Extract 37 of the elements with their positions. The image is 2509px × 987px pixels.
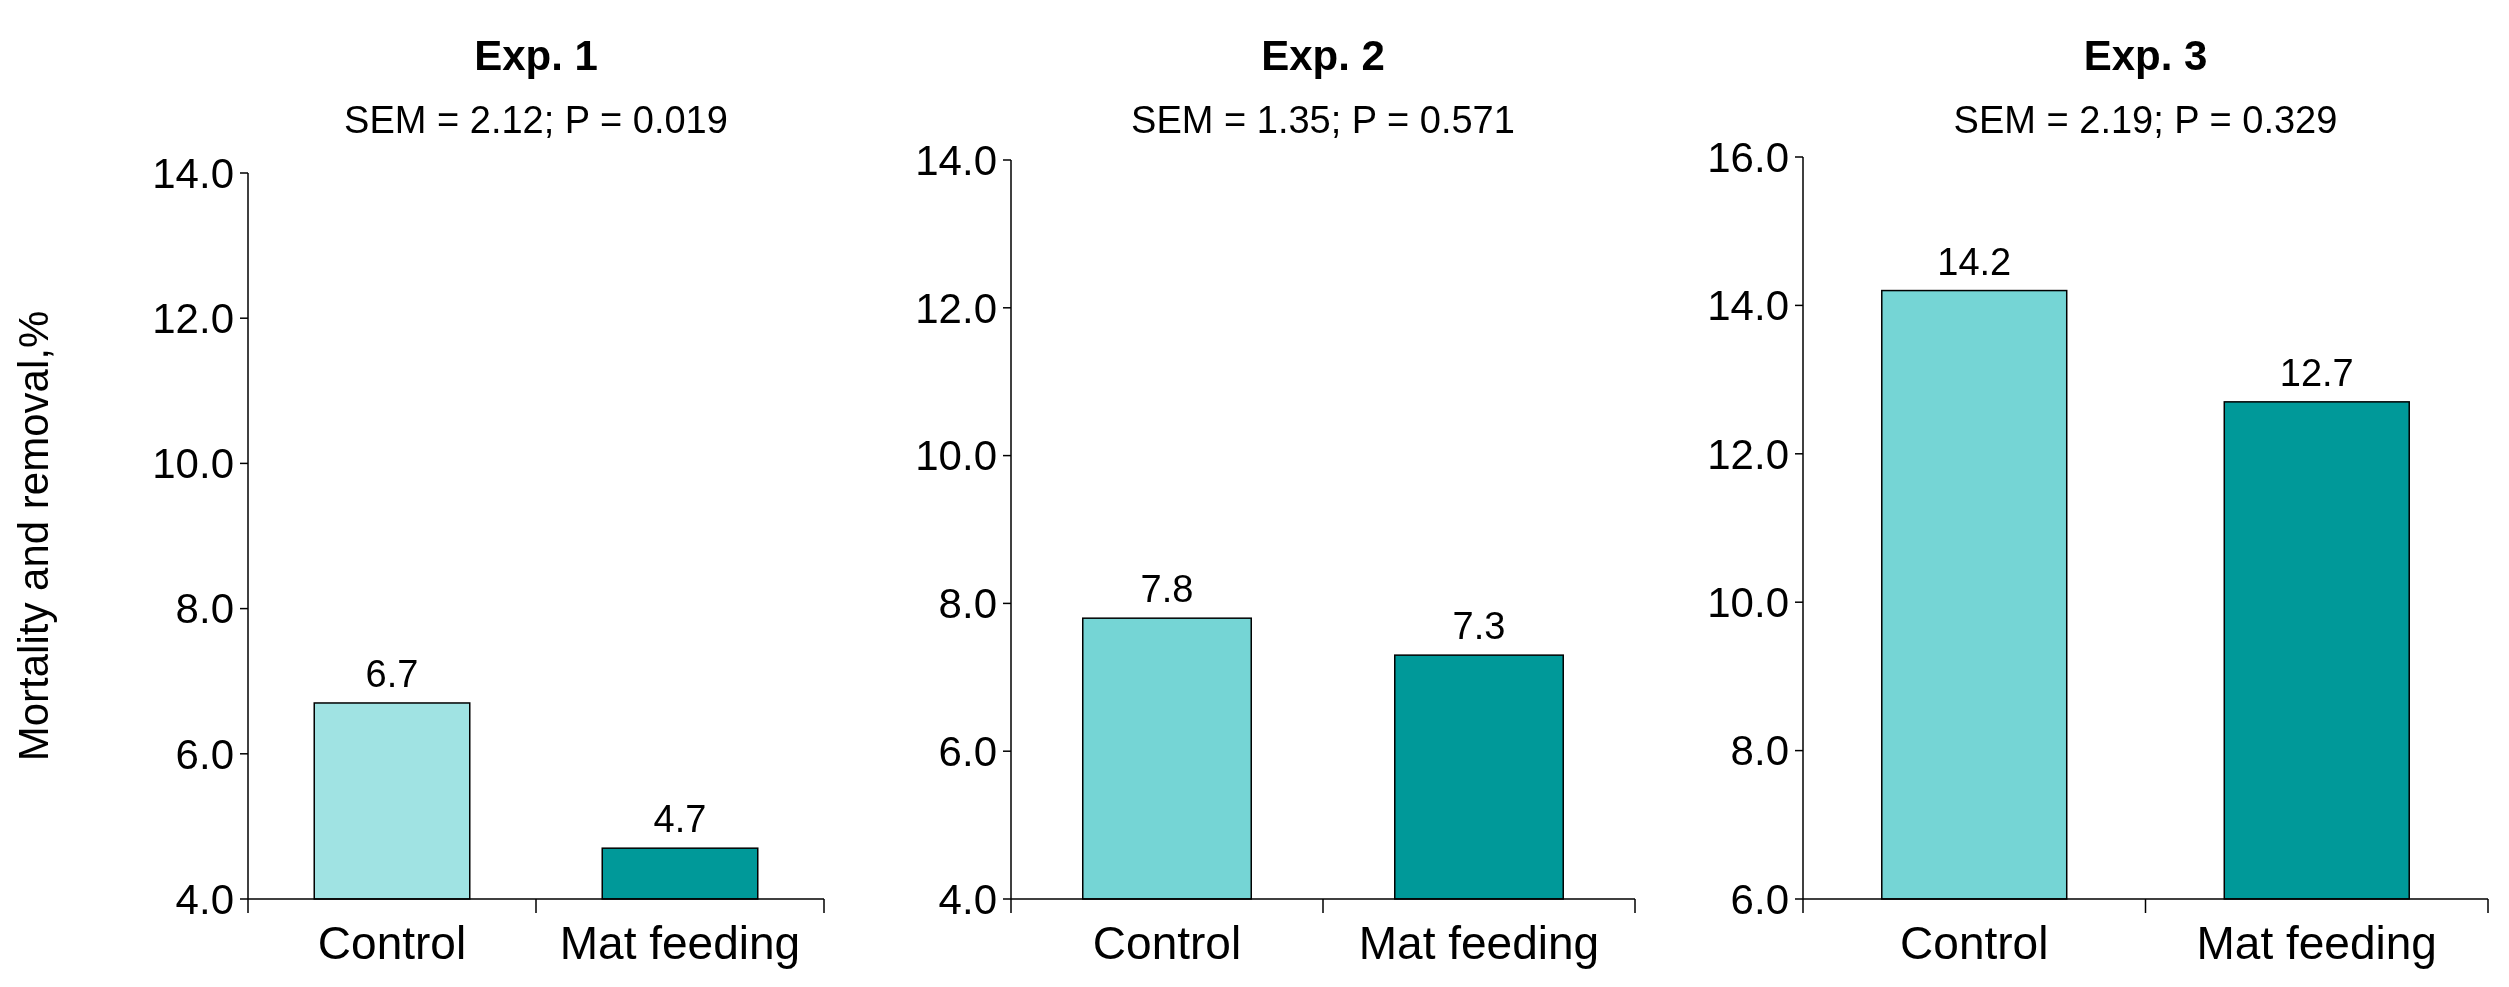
y-tick-label: 12.0 [152,294,234,342]
chart-subtitle: SEM = 2.12; P = 0.019 [344,99,728,141]
x-tick-label: Mat feeding [2196,917,2437,969]
y-tick-label: 4.0 [175,875,234,923]
x-tick-label: Control [1092,917,1242,969]
y-tick-label: 6.0 [1730,875,1789,923]
data-label: 7.8 [1140,568,1194,611]
y-tick-label: 16.0 [1707,133,1789,181]
x-tick-label: Control [1900,917,2049,969]
data-label: 7.3 [1452,605,1506,648]
y-axis-title: Mortality and removal,% [10,310,57,762]
chart-subtitle: SEM = 2.19; P = 0.329 [1953,99,2338,141]
y-tick-label: 10.0 [152,440,234,488]
y-tick-label: 14.0 [1707,282,1789,330]
y-tick-label: 4.0 [938,875,997,923]
y-tick-label: 8.0 [938,580,997,628]
y-tick-label: 12.0 [1707,430,1789,478]
chart-subtitle: SEM = 1.35; P = 0.571 [1131,99,1515,141]
data-label: 12.7 [2279,351,2354,394]
chart-title: Exp. 2 [1261,32,1385,79]
y-tick-label: 10.0 [915,432,997,480]
x-tick-label: Mat feeding [559,917,801,969]
y-tick-label: 14.0 [915,136,997,184]
x-tick-label: Mat feeding [1358,917,1600,969]
y-tick-label: 6.0 [938,727,997,775]
data-label: 4.7 [653,798,707,841]
y-tick-label: 8.0 [1730,727,1789,775]
data-label: 14.2 [1937,240,2012,283]
y-tick-label: 10.0 [1707,578,1789,626]
y-tick-label: 14.0 [152,149,234,197]
y-tick-label: 8.0 [175,585,234,633]
chart-title: Exp. 1 [474,32,598,79]
y-tick-label: 6.0 [175,730,234,778]
y-tick-label: 12.0 [915,284,997,332]
x-tick-label: Control [317,917,467,969]
chart-title: Exp. 3 [2083,32,2208,79]
data-label: 6.7 [365,652,419,695]
